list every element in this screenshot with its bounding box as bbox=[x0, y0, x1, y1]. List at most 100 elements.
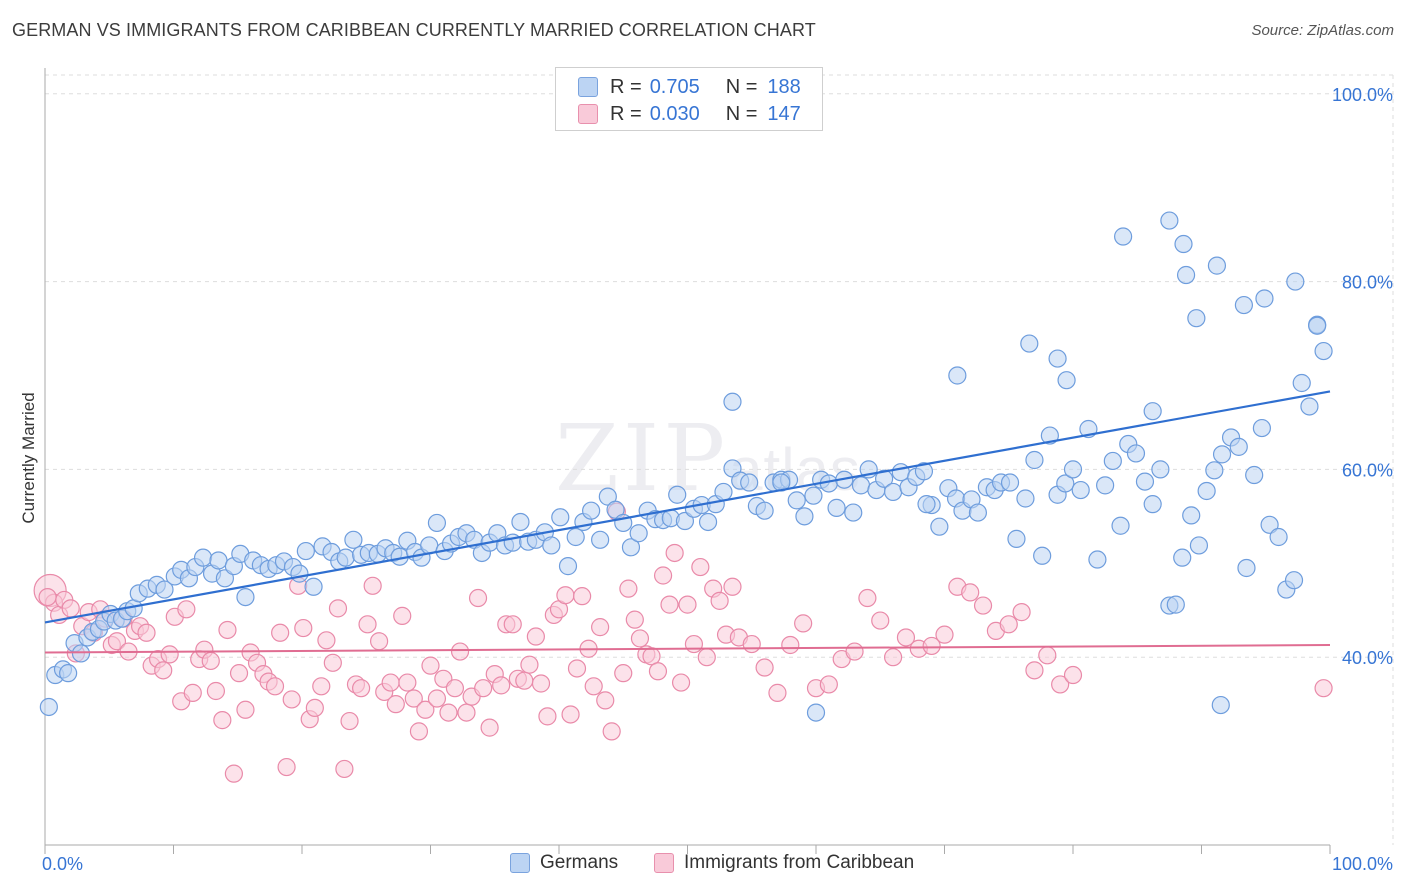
series-caribbean-points bbox=[33, 502, 1333, 783]
germans-point bbox=[290, 564, 309, 583]
germans-point bbox=[1234, 295, 1254, 315]
germans-point bbox=[551, 508, 570, 527]
caribbean-point bbox=[236, 700, 255, 719]
caribbean-point bbox=[294, 618, 313, 638]
germans-legend-swatch bbox=[510, 853, 530, 873]
germans-point bbox=[1025, 450, 1044, 470]
caribbean-point bbox=[492, 676, 511, 695]
germans-point bbox=[851, 476, 871, 495]
germans-point bbox=[511, 512, 530, 532]
caribbean-point bbox=[742, 634, 761, 654]
caribbean-point bbox=[474, 679, 493, 698]
caribbean-point bbox=[691, 557, 710, 577]
caribbean-point bbox=[665, 543, 684, 563]
germans-point bbox=[582, 501, 601, 520]
caribbean-point bbox=[450, 642, 470, 661]
caribbean-point bbox=[871, 611, 890, 630]
germans-point bbox=[591, 530, 610, 549]
germans-point bbox=[59, 664, 78, 683]
germans-point bbox=[1211, 695, 1230, 715]
germans-point bbox=[1300, 397, 1319, 416]
germans-point bbox=[1284, 571, 1304, 590]
caribbean-point bbox=[183, 683, 202, 702]
tick-labels: 40.0% 60.0% 80.0% 100.0% 0.0% 100.0% Currently… bbox=[19, 85, 1393, 874]
caribbean-point bbox=[445, 679, 465, 698]
germans-point bbox=[542, 536, 561, 555]
r-label: R = bbox=[610, 102, 642, 125]
caribbean-point bbox=[381, 673, 400, 692]
caribbean-point bbox=[819, 675, 838, 694]
germans-point bbox=[296, 541, 315, 561]
germans-point bbox=[1063, 460, 1083, 479]
caribbean-point bbox=[271, 623, 290, 642]
caribbean-point bbox=[671, 673, 691, 692]
caribbean-point bbox=[370, 632, 389, 651]
caribbean-point bbox=[573, 587, 592, 606]
caribbean-point bbox=[961, 583, 980, 602]
caribbean-point bbox=[1012, 603, 1031, 622]
trend-lines bbox=[44, 390, 1331, 654]
caribbean-point bbox=[386, 695, 405, 714]
caribbean-point bbox=[922, 636, 941, 656]
stats-row-germans: R = 0.705 N = 188 bbox=[578, 74, 801, 100]
germans-point bbox=[844, 503, 863, 522]
caribbean-point bbox=[107, 632, 127, 651]
caribbean-point bbox=[224, 764, 243, 783]
caribbean-point bbox=[630, 629, 650, 648]
germans-point bbox=[804, 486, 823, 505]
legend-germans[interactable]: Germans bbox=[510, 852, 618, 874]
legend-caribbean[interactable]: Immigrants from Caribbean bbox=[654, 852, 914, 874]
caribbean-swatch bbox=[578, 104, 598, 124]
germans-point bbox=[948, 366, 967, 385]
germans-point bbox=[193, 548, 213, 567]
caribbean-legend-swatch bbox=[654, 853, 674, 873]
y-tick-label: 60.0% bbox=[1342, 460, 1393, 480]
caribbean-point bbox=[520, 655, 539, 674]
caribbean-point bbox=[457, 703, 476, 722]
germans-point bbox=[39, 697, 58, 717]
germans-point bbox=[1111, 516, 1130, 535]
germans-point bbox=[1252, 418, 1271, 438]
germans-point bbox=[1096, 476, 1115, 495]
caribbean-point bbox=[935, 625, 954, 644]
caribbean-point bbox=[614, 664, 633, 683]
germans-point bbox=[1056, 474, 1075, 493]
germans-point bbox=[714, 482, 733, 502]
germans-point bbox=[1314, 341, 1333, 361]
caribbean-point bbox=[710, 591, 729, 610]
caribbean-point bbox=[363, 576, 382, 595]
germans-point bbox=[1151, 460, 1170, 479]
caribbean-point bbox=[973, 596, 993, 615]
germans-point bbox=[1229, 437, 1248, 456]
caribbean-point bbox=[883, 648, 903, 667]
germans-point bbox=[675, 511, 695, 531]
y-tick-label: 80.0% bbox=[1342, 273, 1393, 293]
germans-point bbox=[930, 517, 949, 536]
caribbean-point bbox=[265, 677, 285, 696]
r-label: R = bbox=[610, 75, 642, 98]
series-germans-points bbox=[39, 211, 1333, 722]
germans-point bbox=[1292, 373, 1311, 393]
germans-point bbox=[1255, 289, 1274, 308]
germans-point bbox=[1057, 371, 1076, 390]
germans-point bbox=[917, 495, 936, 514]
germans-point bbox=[698, 512, 718, 532]
caribbean-point bbox=[154, 661, 173, 680]
legend-label: Immigrants from Caribbean bbox=[684, 852, 915, 873]
caribbean-point bbox=[312, 677, 331, 696]
germans-point bbox=[566, 527, 585, 547]
caribbean-point bbox=[602, 722, 621, 741]
caribbean-point bbox=[561, 705, 580, 724]
x-tick-label: 0.0% bbox=[42, 854, 83, 874]
caribbean-point bbox=[38, 587, 57, 607]
caribbean-point bbox=[305, 698, 324, 718]
y-tick-label: 100.0% bbox=[1332, 85, 1393, 105]
caribbean-point bbox=[398, 673, 417, 692]
stats-row-caribbean: R = 0.030 N = 147 bbox=[578, 101, 801, 127]
germans-point bbox=[1187, 309, 1206, 328]
germans-point bbox=[336, 548, 355, 567]
caribbean-point bbox=[556, 586, 575, 605]
caribbean-point bbox=[160, 645, 179, 664]
caribbean-point bbox=[404, 689, 423, 708]
caribbean-point bbox=[206, 681, 226, 701]
